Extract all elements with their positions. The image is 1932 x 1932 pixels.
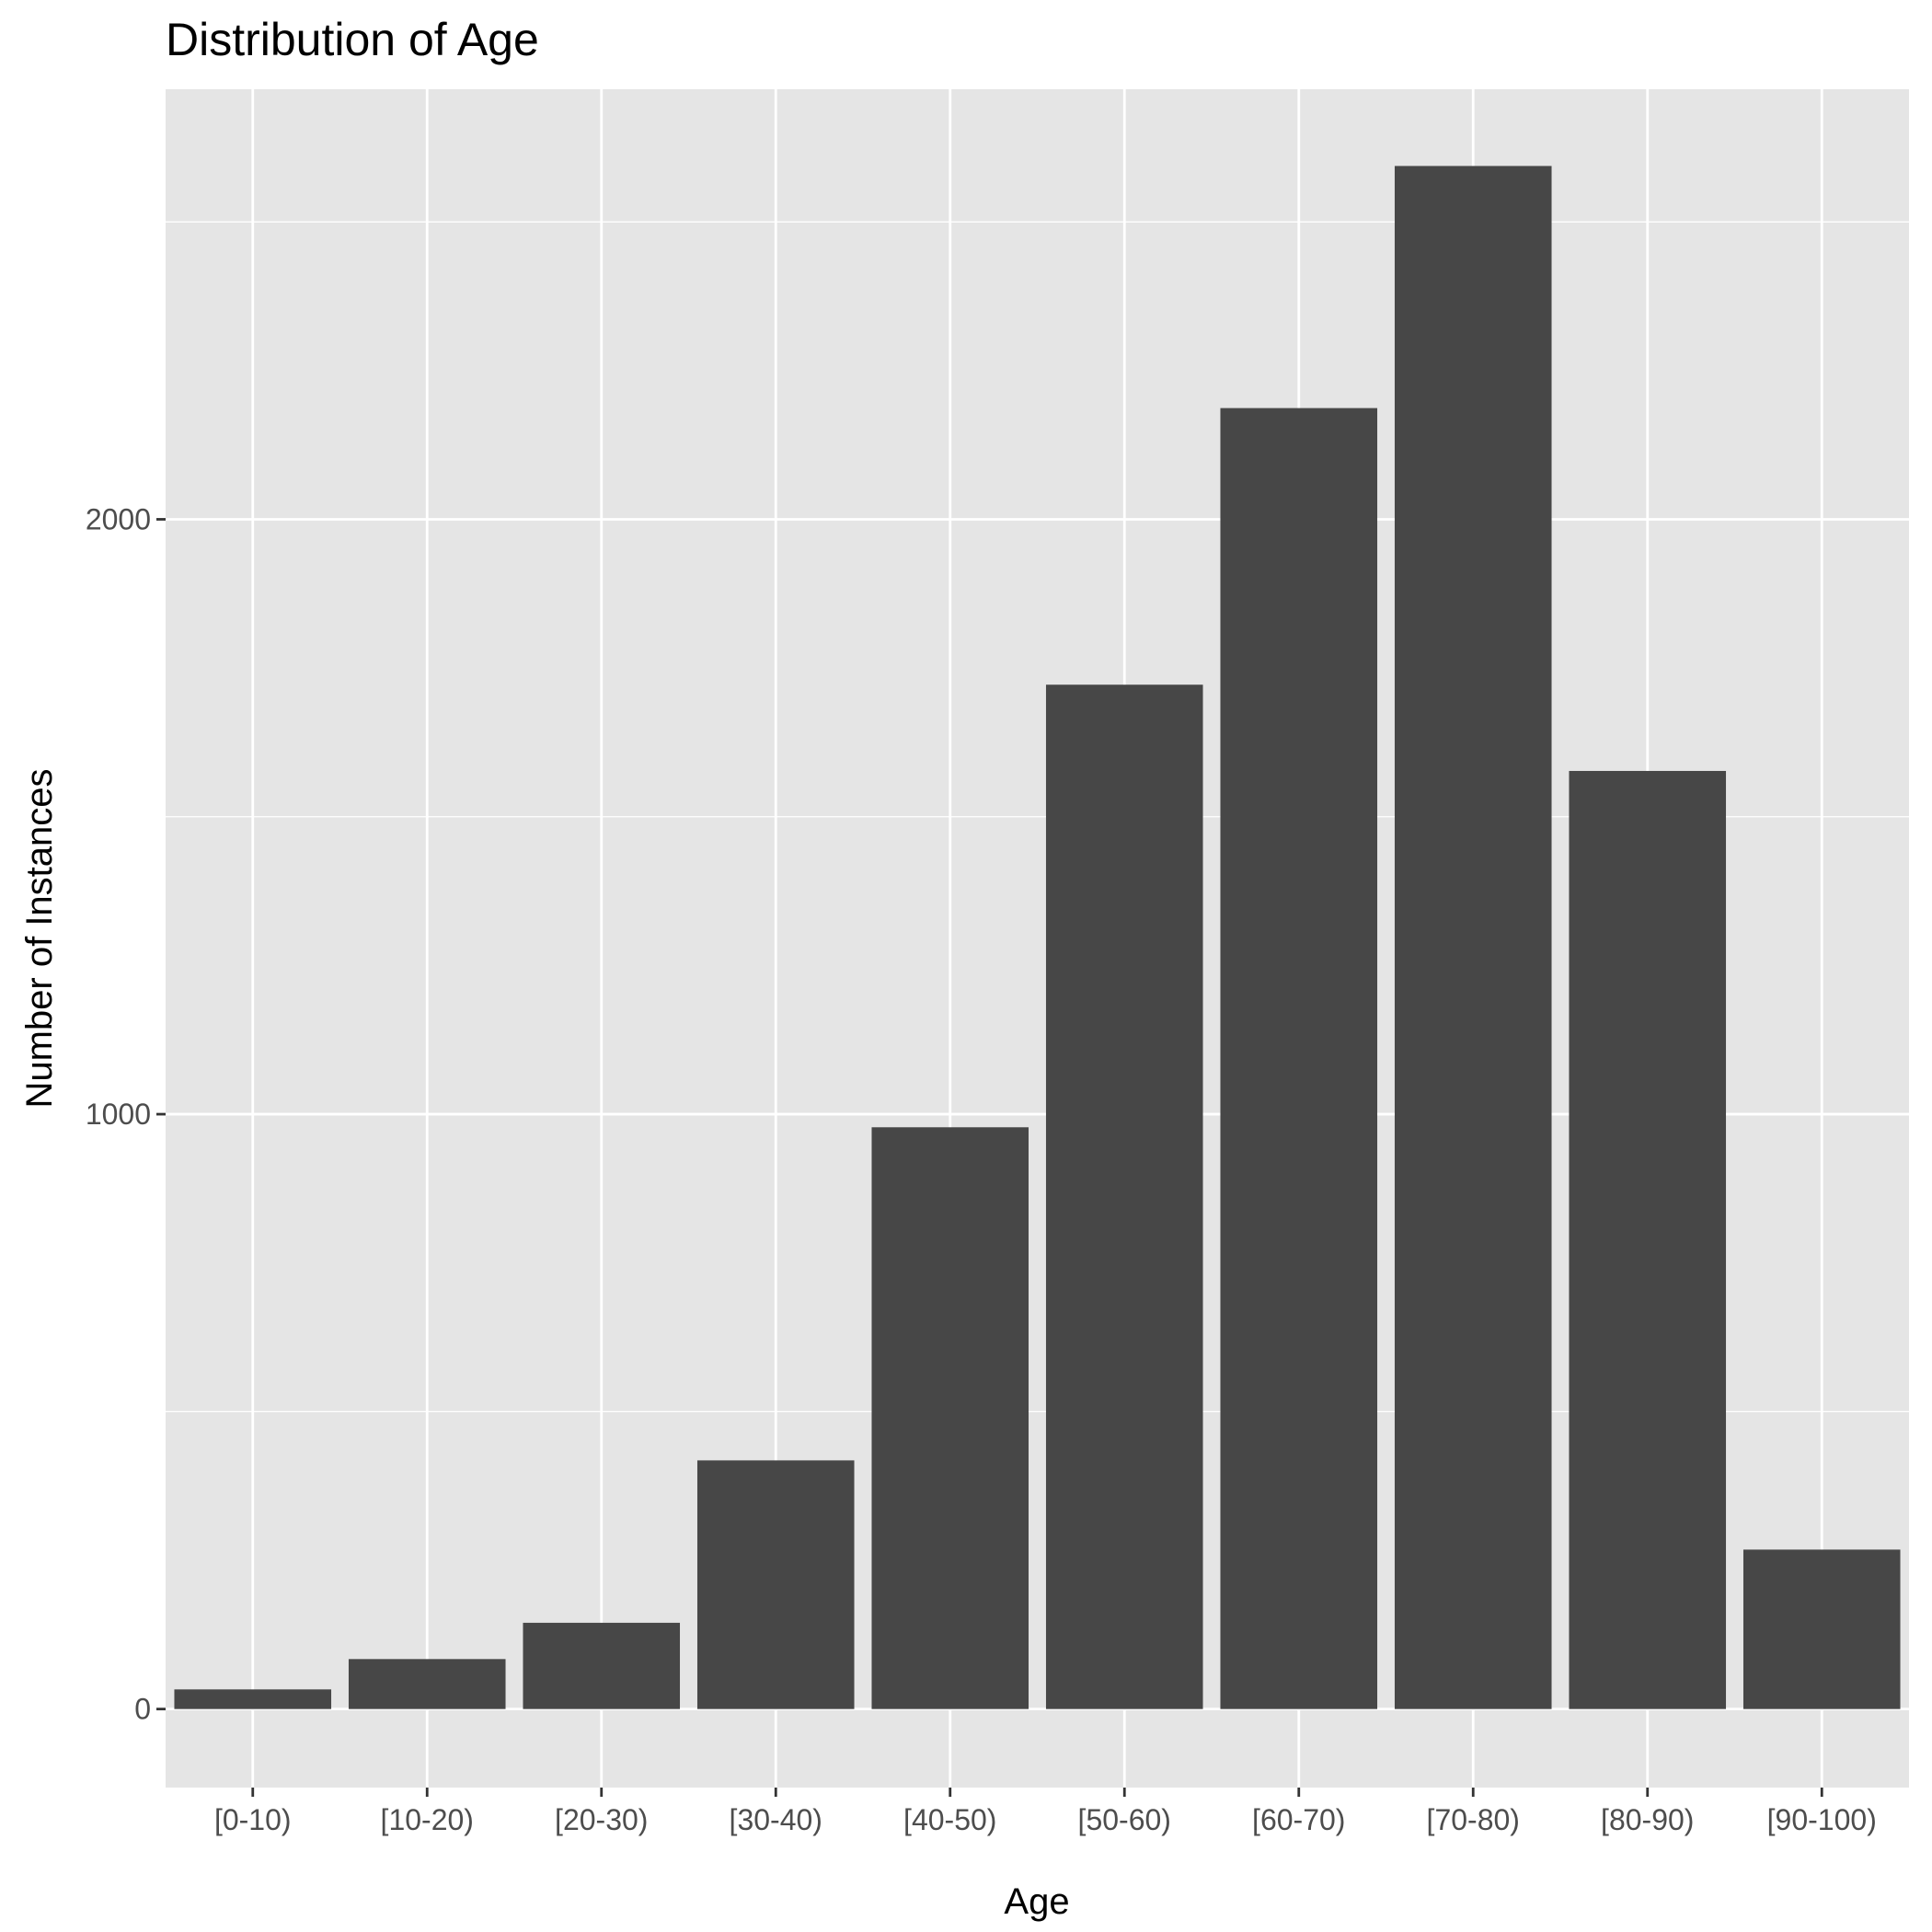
bar-9 — [1569, 770, 1727, 1709]
bar-8 — [1394, 166, 1552, 1709]
x-tick-label: [80-90) — [1601, 1803, 1694, 1836]
bar-2 — [348, 1659, 506, 1709]
x-tick-label: [20-30) — [555, 1803, 648, 1836]
y-tick-label: 2000 — [86, 502, 151, 535]
x-tick-label: [0-10) — [214, 1803, 292, 1836]
x-tick-label: [40-50) — [903, 1803, 996, 1836]
y-tick-label: 1000 — [86, 1098, 151, 1131]
x-tick-label: [10-20) — [381, 1803, 474, 1836]
x-axis: [0-10) [10-20) [20-30) [30-40) [40-50) [50-60… — [214, 1788, 1877, 1836]
bars — [174, 166, 1901, 1709]
x-axis-title: Age — [1004, 1881, 1069, 1922]
y-axis: 0 1000 2000 — [86, 502, 166, 1726]
y-axis-title: Number of Instances — [19, 768, 60, 1108]
bar-4 — [696, 1460, 855, 1709]
bar-7 — [1220, 408, 1378, 1709]
bar-5 — [871, 1127, 1029, 1709]
bar-3 — [523, 1622, 681, 1709]
x-tick-label: [30-40) — [730, 1803, 822, 1836]
x-tick-label: [90-100) — [1767, 1803, 1877, 1836]
bar-6 — [1045, 684, 1203, 1709]
bar-1 — [174, 1689, 332, 1709]
x-tick-label: [60-70) — [1252, 1803, 1345, 1836]
y-tick-label: 0 — [134, 1693, 151, 1726]
chart-title: Distribution of Age — [166, 14, 539, 65]
bar-10 — [1742, 1549, 1901, 1709]
x-tick-label: [50-60) — [1078, 1803, 1171, 1836]
x-tick-label: [70-80) — [1427, 1803, 1520, 1836]
